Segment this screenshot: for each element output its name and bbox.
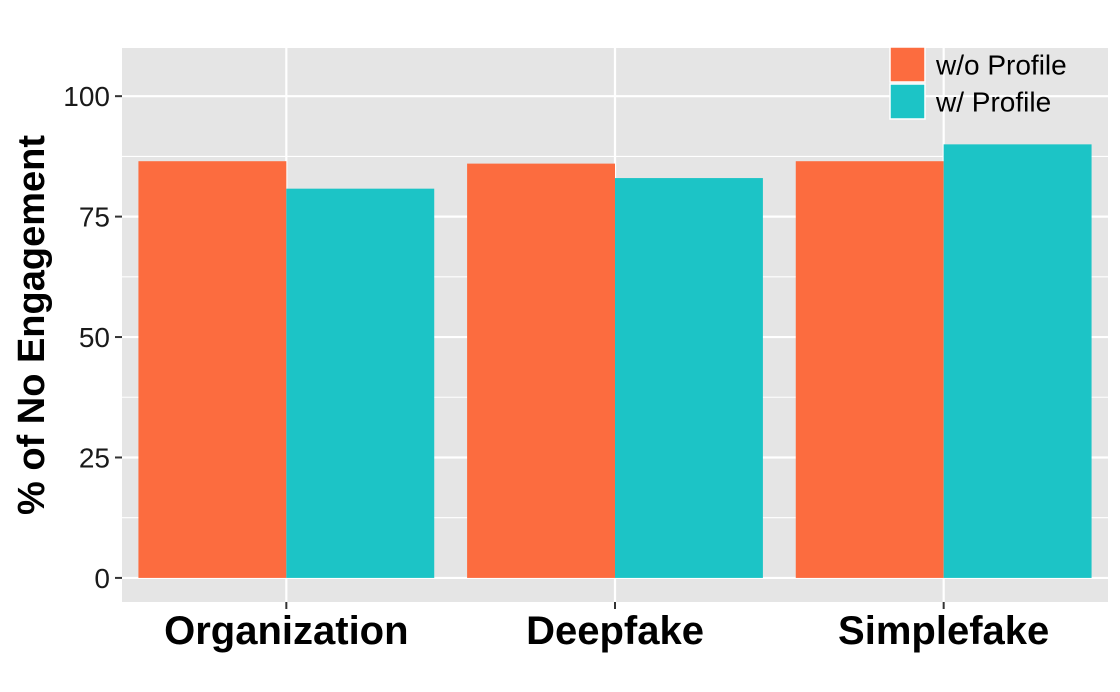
y-tick-label: 100 (63, 81, 110, 112)
y-tick-label: 25 (79, 442, 110, 473)
x-category-label: Organization (164, 609, 408, 653)
bar (286, 188, 435, 578)
bar (138, 161, 287, 578)
y-tick-label: 50 (79, 322, 110, 353)
legend-key (889, 46, 926, 83)
x-category-label: Deepfake (526, 609, 704, 653)
y-tick-label: 75 (79, 202, 110, 233)
y-tick-label: 0 (94, 563, 110, 594)
legend-label: w/o Profile (935, 50, 1067, 81)
y-axis-title: % of No Engagement (11, 135, 53, 515)
bar-group (138, 144, 1092, 578)
x-category-label: Simplefake (838, 609, 1049, 653)
y-axis: 0 25 50 75 100 (63, 81, 122, 594)
bar (795, 161, 944, 578)
legend: w/o Profile w/ Profile (889, 46, 1067, 120)
legend-key (889, 83, 926, 120)
legend-label: w/ Profile (935, 87, 1051, 118)
bar (467, 163, 615, 578)
bar (615, 178, 763, 578)
bar (943, 144, 1092, 578)
x-axis: Organization Deepfake Simplefake (164, 602, 1049, 653)
